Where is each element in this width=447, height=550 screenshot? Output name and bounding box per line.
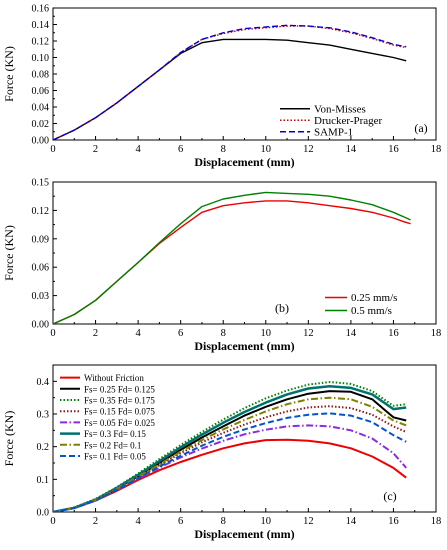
x-tick-label: 16 <box>388 144 399 155</box>
legend-label: Fs= 0.15 Fd= 0.075 <box>84 407 155 417</box>
x-tick-label: 12 <box>303 144 314 155</box>
x-tick-label: 14 <box>346 516 357 527</box>
y-tick-label: 0.12 <box>32 37 50 48</box>
legend-label: Von-Misses <box>314 103 366 115</box>
x-tick-label: 10 <box>261 328 272 339</box>
x-tick-label: 0 <box>50 144 55 155</box>
x-tick-label: 8 <box>221 144 226 155</box>
x-tick-label: 12 <box>303 516 314 527</box>
x-tick-label: 16 <box>388 328 399 339</box>
y-tick-label: 0.2 <box>37 442 50 453</box>
panel-label: (b) <box>275 301 289 315</box>
x-tick-label: 18 <box>431 144 442 155</box>
y-axis-label: Force (KN) <box>2 411 16 467</box>
y-tick-label: 0.0 <box>37 508 50 519</box>
x-tick-label: 10 <box>261 516 272 527</box>
y-tick-label: 0.06 <box>32 86 50 97</box>
x-tick-label: 2 <box>93 516 98 527</box>
x-tick-label: 18 <box>431 328 442 339</box>
series-line-2 <box>53 24 407 140</box>
y-tick-label: 0.00 <box>32 320 50 331</box>
x-tick-label: 16 <box>388 516 399 527</box>
y-tick-label: 0.04 <box>32 103 50 114</box>
x-tick-label: 6 <box>178 328 183 339</box>
x-axis-label: Displacement (mm) <box>194 527 294 541</box>
y-axis-label: Force (KN) <box>2 46 16 102</box>
x-tick-label: 14 <box>346 328 357 339</box>
x-tick-label: 8 <box>221 328 226 339</box>
series-line-0 <box>53 38 407 140</box>
legend: 0.25 mm/s0.5 mm/s <box>325 292 397 317</box>
legend-label: 0.25 mm/s <box>351 292 397 304</box>
legend-label: Fs= 0.25 Fd= 0.125 <box>84 384 155 394</box>
x-tick-label: 4 <box>135 516 141 527</box>
legend-label: Fs= 0.3 Fd= 0.15 <box>84 429 146 439</box>
series-line-7 <box>53 412 407 512</box>
y-tick-label: 0.15 <box>32 178 50 189</box>
legend-label: Without Friction <box>84 373 144 383</box>
chart-panel-2: 0 2 4 6 8 10 12 14 16 18 0.0 0.1 0.2 0.3 0.4 Displaceme… <box>2 364 442 541</box>
y-tick-label: 0.03 <box>32 291 50 302</box>
y-axis-label: Force (KN) <box>2 225 16 281</box>
x-tick-label: 2 <box>93 144 98 155</box>
x-tick-label: 6 <box>178 516 183 527</box>
panel-label: (a) <box>414 121 427 135</box>
x-tick-label: 18 <box>431 516 442 527</box>
x-tick-label: 12 <box>303 328 314 339</box>
y-tick-label: 0.09 <box>32 234 50 245</box>
legend-label: Fs= 0.1 Fd= 0.05 <box>84 452 146 462</box>
x-tick-label: 8 <box>221 516 226 527</box>
legend-label: Fs= 0.05 Fd= 0.025 <box>84 418 155 428</box>
x-tick-label: 0 <box>50 328 55 339</box>
x-tick-label: 2 <box>93 328 98 339</box>
y-tick-label: 0.1 <box>37 475 50 486</box>
y-tick-label: 0.06 <box>32 263 50 274</box>
legend-label: SAMP-1 <box>314 126 353 138</box>
y-tick-label: 0.4 <box>37 377 50 388</box>
y-tick-label: 0.12 <box>32 206 50 217</box>
chart-panel-1: 0 2 4 6 8 10 12 14 16 18 0.00 0.03 0.06 0.09 0.12 0.15 D… <box>2 178 441 354</box>
x-tick-label: 6 <box>178 144 183 155</box>
x-axis-label: Displacement (mm) <box>194 339 294 353</box>
legend-label: Fs= 0.2 Fd= 0.1 <box>84 440 141 450</box>
legend-label: Drucker-Prager <box>314 115 383 127</box>
y-tick-label: 0.3 <box>37 410 50 421</box>
x-tick-label: 14 <box>346 144 357 155</box>
x-tick-label: 4 <box>135 144 141 155</box>
y-tick-label: 0.00 <box>32 136 50 147</box>
y-tick-label: 0.16 <box>32 4 50 15</box>
x-tick-label: 10 <box>261 144 272 155</box>
y-tick-label: 0.14 <box>32 20 50 31</box>
panel-label: (c) <box>383 489 396 503</box>
legend-label: 0.5 mm/s <box>351 305 392 317</box>
series-line-1 <box>53 191 411 324</box>
x-tick-label: 0 <box>50 516 55 527</box>
x-tick-label: 4 <box>135 328 141 339</box>
y-tick-label: 0.08 <box>32 70 50 81</box>
legend-label: Fs= 0.35 Fd= 0.175 <box>84 396 155 406</box>
y-tick-label: 0.02 <box>32 119 50 130</box>
y-tick-label: 0.10 <box>32 53 50 64</box>
series-line-2 <box>53 381 407 512</box>
x-axis-label: Displacement (mm) <box>194 155 294 169</box>
chart-panel-0: 0 2 4 6 8 10 12 14 16 18 0.00 0.02 0.04 0.06 0.08 0.10 0… <box>2 4 441 170</box>
